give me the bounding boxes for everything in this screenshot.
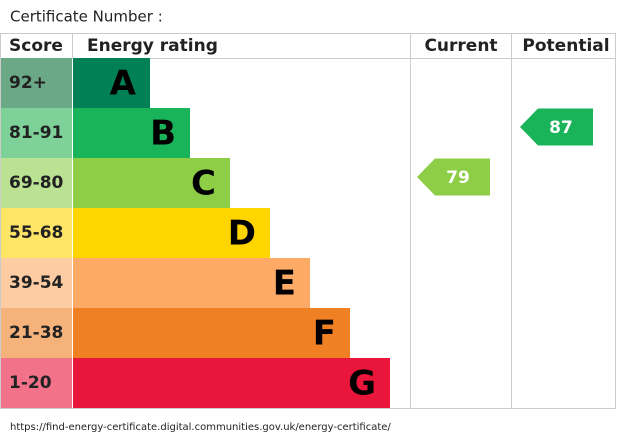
rating-bar — [73, 208, 270, 258]
column-header: Score — [9, 36, 63, 56]
rating-letter: E — [273, 264, 296, 304]
score-label: 92+ — [9, 73, 47, 93]
rating-letter: D — [228, 214, 256, 254]
rating-letter: B — [150, 114, 176, 154]
score-label: 81-91 — [9, 123, 63, 143]
current-value: 79 — [446, 168, 470, 188]
score-cell — [1, 308, 72, 358]
footer-url: https://find-energy-certificate.digital.… — [10, 422, 391, 433]
score-cell — [1, 258, 72, 308]
rating-bar — [73, 158, 230, 208]
score-label: 21-38 — [9, 323, 63, 343]
score-label: 69-80 — [9, 173, 64, 193]
current-arrow — [417, 158, 490, 196]
score-cell — [1, 358, 72, 408]
column-header: Potential — [522, 36, 609, 56]
rating-bar — [73, 108, 190, 158]
certificate-number: Certificate Number : — [10, 8, 163, 26]
rating-bar — [73, 58, 150, 108]
potential-arrow — [520, 108, 593, 146]
rating-bar — [73, 358, 390, 408]
potential-value: 87 — [549, 118, 573, 138]
table-frame — [0, 33, 616, 409]
column-header: Current — [424, 36, 497, 56]
rating-letter: A — [110, 64, 137, 104]
score-cell — [1, 58, 72, 108]
score-cell — [1, 108, 72, 158]
score-cell — [1, 208, 72, 258]
column-header: Energy rating — [87, 36, 218, 56]
score-cell — [1, 158, 72, 208]
score-label: 1-20 — [9, 373, 52, 393]
score-label: 55-68 — [9, 223, 63, 243]
rating-letter: G — [348, 364, 376, 404]
rating-letter: F — [313, 314, 336, 354]
score-label: 39-54 — [9, 273, 64, 293]
rating-letter: C — [191, 164, 216, 204]
rating-bar — [73, 308, 350, 358]
rating-bar — [73, 258, 310, 308]
